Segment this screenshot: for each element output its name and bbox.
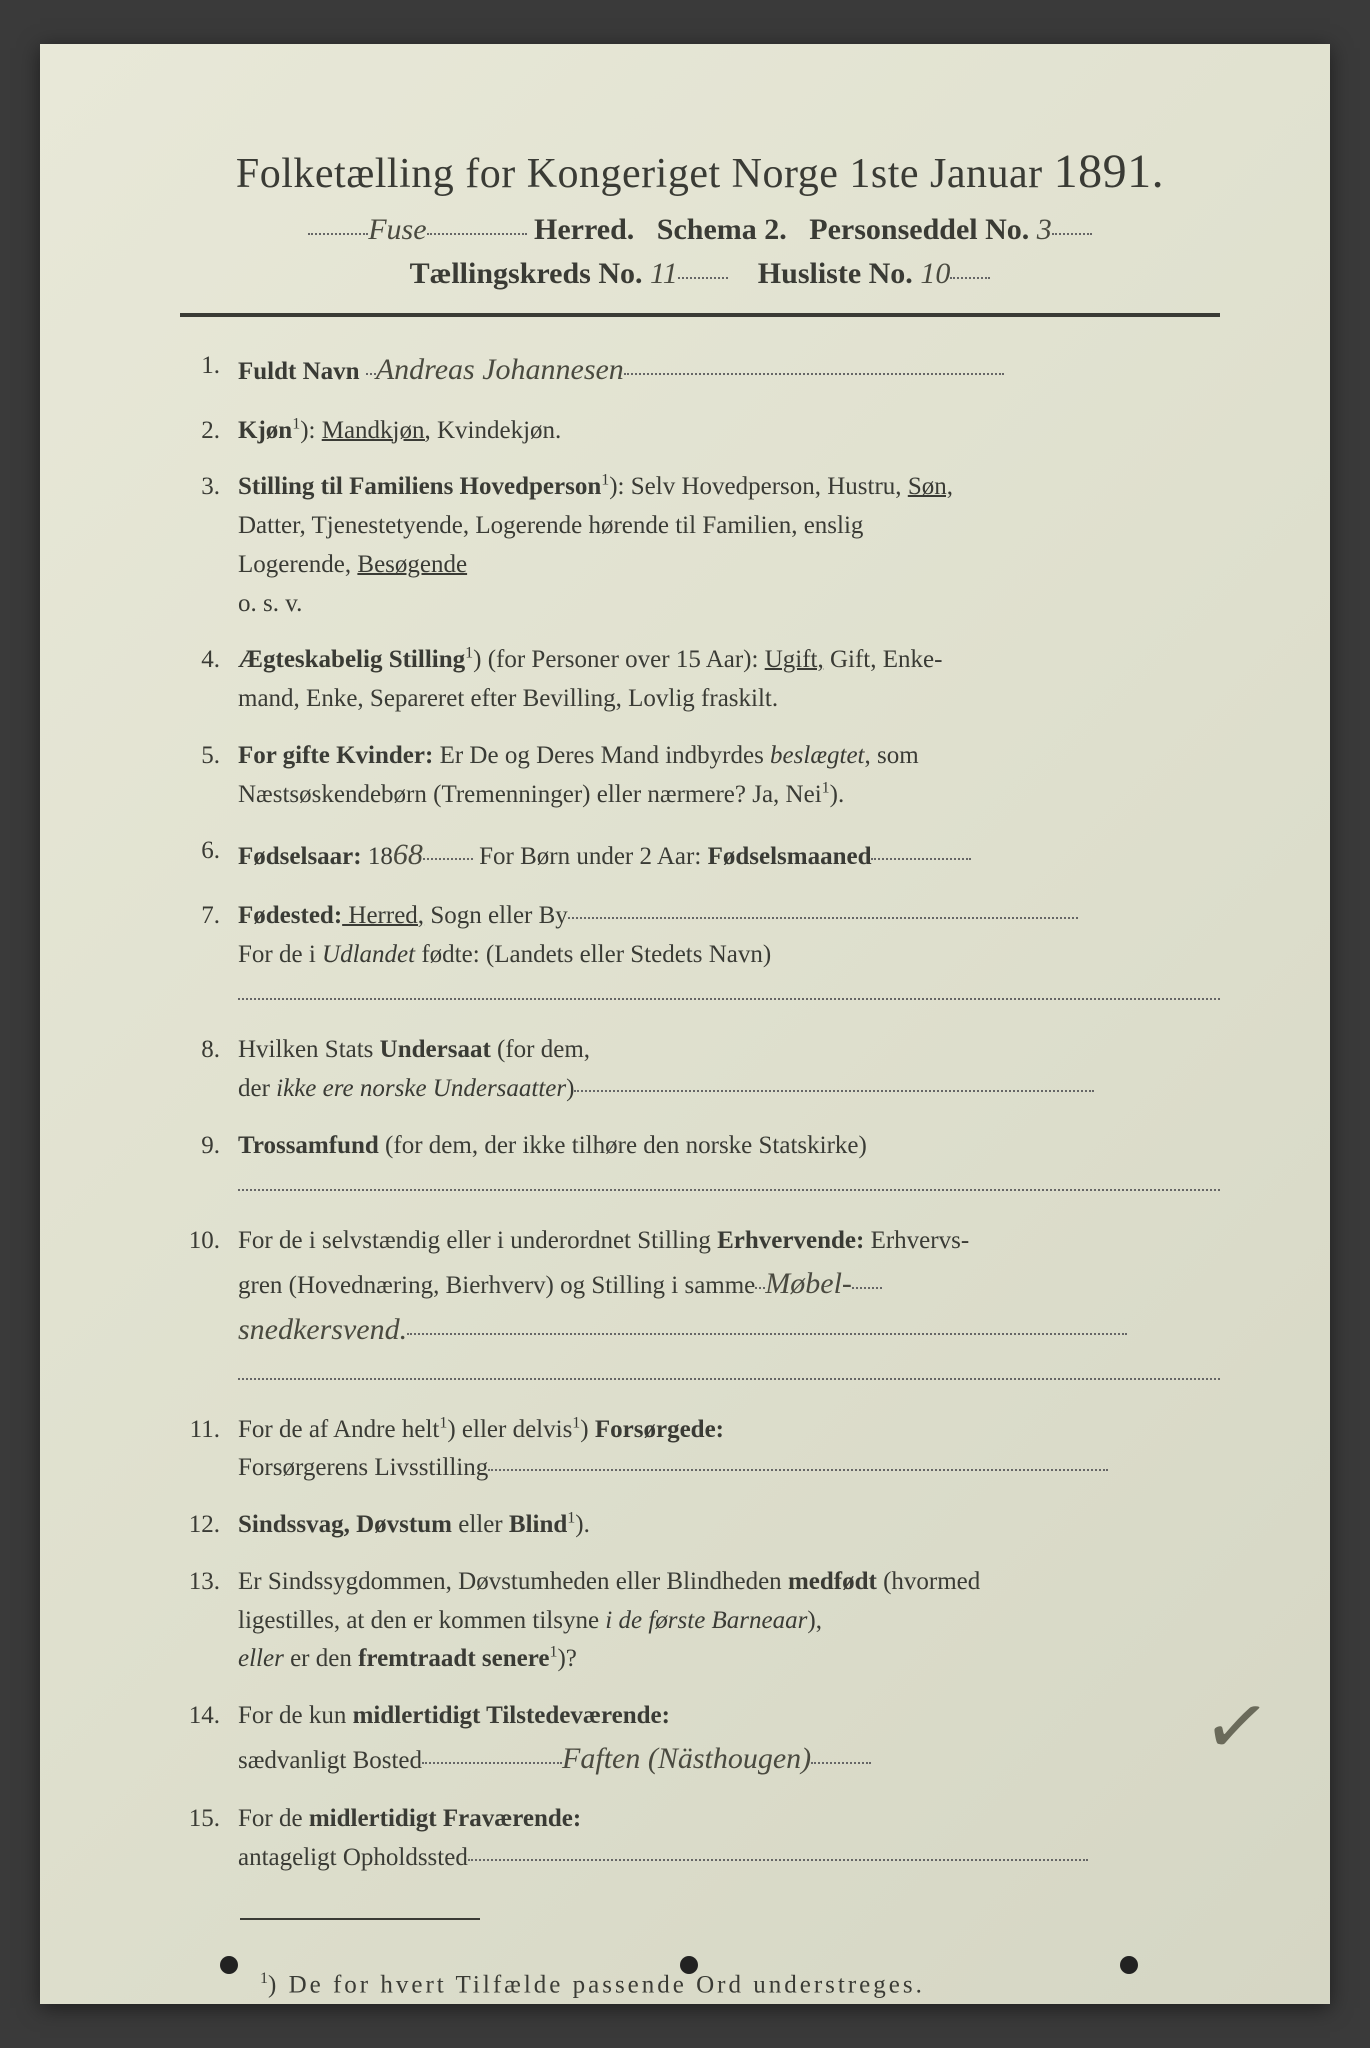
- birth-year: 68: [393, 838, 423, 871]
- label: Fødselsaar:: [238, 843, 362, 870]
- herred-value: Fuse: [368, 213, 426, 246]
- item-num: 13.: [180, 1563, 238, 1679]
- binding-hole: [1120, 1956, 1138, 1974]
- item-body: For de kun midlertidigt Tilstedeværende:…: [238, 1697, 1220, 1782]
- residence-value: Faften (Nästhougen): [562, 1742, 811, 1775]
- husliste-label: Husliste No.: [758, 257, 913, 290]
- subtitle-line-1: Fuse Herred. Schema 2. Personseddel No. …: [180, 213, 1220, 247]
- item-4: 4. Ægteskabelig Stilling1) (for Personer…: [180, 641, 1220, 719]
- item-num: 2.: [180, 412, 238, 451]
- title-year: 1891.: [1054, 145, 1165, 198]
- item-14: 14. For de kun midlertidigt Tilstedevære…: [180, 1697, 1220, 1782]
- dotted-fill: [427, 233, 527, 235]
- husliste-value: 10: [920, 257, 950, 290]
- item-6: 6. Fødselsaar: 1868 For Børn under 2 Aar…: [180, 832, 1220, 879]
- form-items: 1. Fuldt Navn Andreas Johannesen 2. Kjøn…: [180, 347, 1220, 1878]
- item-15: 15. For de midlertidigt Fraværende: anta…: [180, 1800, 1220, 1878]
- binding-hole: [220, 1956, 238, 1974]
- label: Trossamfund: [238, 1132, 379, 1159]
- item-body: Fødselsaar: 1868 For Børn under 2 Aar: F…: [238, 832, 1220, 879]
- label: For gifte Kvinder:: [238, 742, 433, 769]
- item-num: 5.: [180, 737, 238, 815]
- dotted-fill: [950, 277, 990, 279]
- occupation-2: snedkersvend.: [238, 1313, 407, 1346]
- item-3: 3. Stilling til Familiens Hovedperson1):…: [180, 468, 1220, 623]
- label: Kjøn: [238, 417, 292, 444]
- selected-option: Ugift,: [765, 646, 824, 673]
- dotted-prefix: [308, 233, 368, 235]
- item-num: 11.: [180, 1411, 238, 1489]
- item-num: 6.: [180, 832, 238, 879]
- item-num: 8.: [180, 1031, 238, 1109]
- label: Erhvervende:: [717, 1227, 864, 1254]
- footnote-rule: [240, 1918, 480, 1920]
- item-7: 7. Fødested: Herred, Sogn eller By For d…: [180, 897, 1220, 1013]
- item-12: 12. Sindssvag, Døvstum eller Blind1).: [180, 1506, 1220, 1545]
- item-body: For gifte Kvinder: Er De og Deres Mand i…: [238, 737, 1220, 815]
- subtitle-line-2: Tællingskreds No. 11 Husliste No. 10: [180, 257, 1220, 291]
- census-form-page: Folketælling for Kongeriget Norge 1ste J…: [40, 44, 1330, 2004]
- checkmark-icon: ✓: [1197, 1676, 1276, 1778]
- selected-option: Mandkjøn,: [322, 417, 431, 444]
- item-body: For de af Andre helt1) eller delvis1) Fo…: [238, 1411, 1220, 1489]
- item-1: 1. Fuldt Navn Andreas Johannesen: [180, 347, 1220, 394]
- selected-option: Søn,: [908, 473, 953, 500]
- label: midlertidigt Tilstedeværende:: [353, 1702, 670, 1729]
- item-body: For de i selvstændig eller i underordnet…: [238, 1222, 1220, 1393]
- item-body: Trossamfund (for dem, der ikke tilhøre d…: [238, 1127, 1220, 1205]
- item-num: 14.: [180, 1697, 238, 1782]
- item-body: For de midlertidigt Fraværende: antageli…: [238, 1800, 1220, 1878]
- label: Stilling til Familiens Hovedperson: [238, 473, 601, 500]
- item-num: 10.: [180, 1222, 238, 1393]
- occupation-1: Møbel-: [765, 1267, 852, 1300]
- item-13: 13. Er Sindssygdommen, Døvstumheden elle…: [180, 1563, 1220, 1679]
- item-10: 10. For de i selvstændig eller i underor…: [180, 1222, 1220, 1393]
- item-body: Fuldt Navn Andreas Johannesen: [238, 347, 1220, 394]
- item-num: 15.: [180, 1800, 238, 1878]
- item-num: 4.: [180, 641, 238, 719]
- item-num: 12.: [180, 1506, 238, 1545]
- dotted-fill: [678, 277, 728, 279]
- item-2: 2. Kjøn1): Mandkjøn, Kvindekjøn.: [180, 412, 1220, 451]
- main-title: Folketælling for Kongeriget Norge 1ste J…: [180, 144, 1220, 199]
- title-prefix: Folketælling for Kongeriget Norge 1ste J…: [236, 151, 1043, 197]
- personseddel-value: 3: [1037, 213, 1052, 246]
- item-num: 7.: [180, 897, 238, 1013]
- item-8: 8. Hvilken Stats Undersaat (for dem, der…: [180, 1031, 1220, 1109]
- item-9: 9. Trossamfund (for dem, der ikke tilhør…: [180, 1127, 1220, 1205]
- binding-hole: [680, 1956, 698, 1974]
- label: Fødested:: [238, 902, 342, 929]
- dotted-fill: [1052, 233, 1092, 235]
- schema-label: Schema 2.: [657, 213, 787, 246]
- selected-option: Herred,: [342, 902, 424, 929]
- item-body: Fødested: Herred, Sogn eller By For de i…: [238, 897, 1220, 1013]
- label: Undersaat: [380, 1036, 491, 1063]
- item-num: 3.: [180, 468, 238, 623]
- footnote-text: ) De for hvert Tilfælde passende Ord und…: [268, 1971, 925, 1998]
- herred-label: Herred.: [534, 213, 634, 246]
- item-body: Sindssvag, Døvstum eller Blind1).: [238, 1506, 1220, 1545]
- item-5: 5. For gifte Kvinder: Er De og Deres Man…: [180, 737, 1220, 815]
- item-body: Stilling til Familiens Hovedperson1): Se…: [238, 468, 1220, 623]
- item-body: Kjøn1): Mandkjøn, Kvindekjøn.: [238, 412, 1220, 451]
- footnote: 1) De for hvert Tilfælde passende Ord un…: [180, 1970, 1220, 1999]
- item-body: Er Sindssygdommen, Døvstumheden eller Bl…: [238, 1563, 1220, 1679]
- item-11: 11. For de af Andre helt1) eller delvis1…: [180, 1411, 1220, 1489]
- label: midlertidigt Fraværende:: [309, 1805, 581, 1832]
- item-body: Ægteskabelig Stilling1) (for Personer ov…: [238, 641, 1220, 719]
- label: Fuldt Navn: [238, 358, 360, 385]
- name-value: Andreas Johannesen: [376, 353, 624, 386]
- form-header: Folketælling for Kongeriget Norge 1ste J…: [180, 144, 1220, 291]
- item-num: 9.: [180, 1127, 238, 1205]
- header-rule: [180, 313, 1220, 317]
- item-num: 1.: [180, 347, 238, 394]
- item-body: Hvilken Stats Undersaat (for dem, der ik…: [238, 1031, 1220, 1109]
- kreds-value: 11: [650, 257, 678, 290]
- personseddel-label: Personseddel No.: [809, 213, 1029, 246]
- kreds-label: Tællingskreds No.: [410, 257, 643, 290]
- label: Forsørgede:: [595, 1416, 724, 1443]
- label: Ægteskabelig Stilling: [238, 646, 465, 673]
